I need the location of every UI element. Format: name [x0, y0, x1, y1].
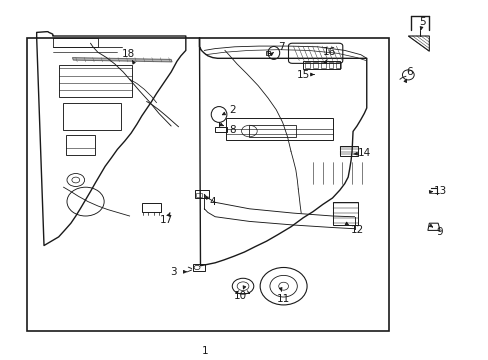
Text: 11: 11 [276, 294, 290, 304]
Text: 5: 5 [419, 17, 426, 27]
Bar [196, 193, 202, 197]
Text: 15: 15 [296, 69, 309, 80]
Bar [193, 264, 205, 271]
Text: 13: 13 [432, 186, 446, 196]
Bar [265, 51, 270, 55]
Bar [59, 65, 132, 97]
Bar [312, 62, 317, 68]
Text: 4: 4 [209, 197, 216, 207]
Text: 8: 8 [228, 125, 235, 135]
Text: 12: 12 [349, 225, 363, 235]
Bar [62, 103, 121, 130]
Text: 7: 7 [277, 42, 284, 52]
Bar [320, 62, 325, 68]
Text: 18: 18 [121, 49, 135, 59]
Bar [328, 62, 333, 68]
Text: 17: 17 [159, 215, 173, 225]
Bar [336, 62, 341, 68]
Text: 16: 16 [322, 47, 335, 57]
Bar [215, 127, 227, 132]
Text: 14: 14 [357, 148, 370, 158]
Bar [339, 146, 358, 156]
Text: 1: 1 [202, 346, 208, 356]
Text: 10: 10 [234, 291, 246, 301]
Bar [249, 125, 295, 137]
Bar [27, 38, 388, 331]
Text: 6: 6 [406, 67, 412, 77]
Text: 3: 3 [170, 267, 177, 277]
Bar [142, 203, 161, 212]
Bar [225, 118, 333, 140]
Bar [194, 190, 209, 198]
Text: 2: 2 [228, 105, 235, 115]
Text: 9: 9 [436, 227, 443, 237]
Bar [305, 62, 309, 68]
Polygon shape [72, 58, 172, 62]
Bar [332, 202, 357, 225]
Bar [303, 61, 339, 69]
Bar [66, 135, 95, 155]
